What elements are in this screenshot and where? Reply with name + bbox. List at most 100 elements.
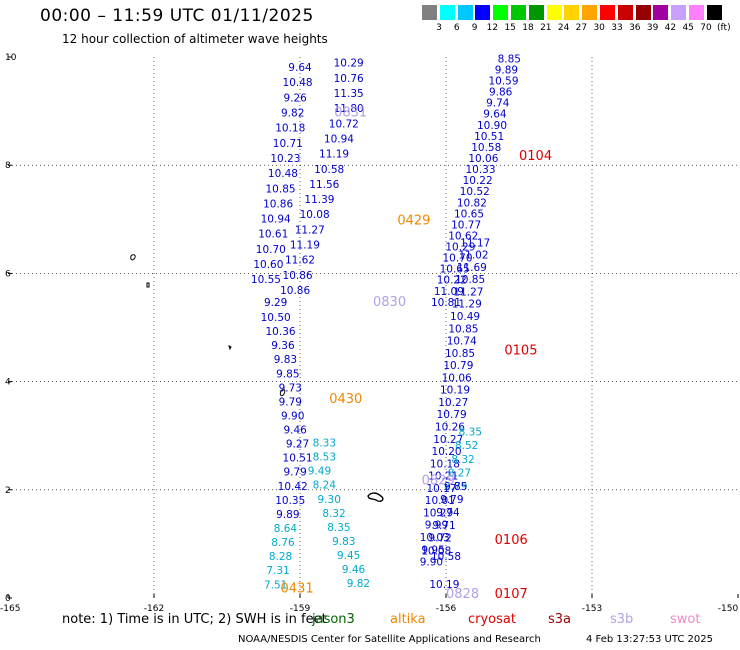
color-scale-label: 45: [682, 23, 694, 33]
color-swatch: [653, 5, 669, 20]
wave-height-value: 10.08: [300, 209, 330, 221]
wave-height-value: 10.86: [280, 285, 310, 297]
wave-height-value: 7.31: [266, 565, 289, 577]
wave-height-value: 9.73: [279, 382, 302, 394]
pass-time-label: 0106: [495, 533, 528, 548]
wave-height-value: 11.69: [457, 262, 487, 274]
color-scale-label: 27: [575, 23, 588, 33]
wave-height-value: 11.39: [304, 194, 334, 206]
wave-height-value: 10.18: [275, 123, 305, 135]
pass-time-labels: 0831 0104 0429 0830 0105 0430 0829 0106 0431 0107…: [281, 106, 553, 602]
x-tick-label: -153: [582, 604, 602, 614]
credit-line: NOAA/NESDIS Center for Satellite Applica…: [238, 634, 541, 645]
wave-height-value: 11.29: [452, 299, 482, 311]
wave-height-value: 9.95: [421, 544, 444, 556]
pass-time-label: 0105: [504, 344, 537, 359]
pass-time-label: 0107: [495, 587, 528, 602]
wave-height-value: 9.71: [432, 520, 455, 532]
wave-height-value: 8.33: [313, 438, 336, 450]
pass-time-label: 0831: [334, 106, 367, 121]
y-tick-label: 4: [5, 378, 11, 388]
color-scale-label: 33: [611, 23, 623, 33]
x-tick-label: -165: [0, 604, 20, 614]
wave-height-value: 10.23: [270, 153, 300, 165]
footer-note: note: 1) Time is in UTC; 2) SWH is in fe…: [62, 612, 327, 627]
pass-time-label: 0829: [422, 473, 455, 488]
color-scale-label: 18: [522, 23, 534, 33]
pass-time-label: 0830: [373, 295, 406, 310]
wave-height-value: 9.89: [276, 509, 299, 521]
wave-height-value: 10.70: [256, 244, 286, 256]
wave-height-value: 10.65: [440, 264, 470, 276]
wave-height-value: 9.74: [436, 507, 460, 519]
color-swatch: [422, 5, 437, 20]
wave-height-value: 9.49: [308, 466, 331, 478]
wave-height-value: 10.74: [447, 336, 477, 348]
wave-height-value: 11.56: [309, 179, 339, 191]
wave-height-value: 10.01: [425, 495, 455, 507]
wave-height-value: 10.70: [442, 253, 472, 265]
wave-height-value: 10.59: [488, 76, 518, 88]
wave-height-value: 8.28: [269, 551, 292, 563]
wave-height-value: 11.62: [285, 255, 315, 267]
page-subtitle: 12 hour collection of altimeter wave hei…: [62, 32, 328, 46]
wave-height-value: 10.76: [334, 73, 364, 85]
pass-time-label: 0104: [519, 149, 552, 164]
wave-height-value: 9.85: [276, 368, 299, 380]
wave-height-value: 10.03: [420, 532, 450, 544]
y-tick-label: 6: [5, 269, 11, 279]
wave-height-value: 11.17: [460, 237, 490, 249]
wave-height-value: 9.82: [281, 108, 304, 120]
wave-height-value: 9.89: [495, 64, 518, 76]
color-scale-label: 12: [486, 23, 499, 33]
wave-height-value: 9.27: [286, 439, 309, 451]
wave-height-value: 9.64: [483, 109, 507, 121]
color-swatch: [689, 5, 704, 20]
wave-height-value: 11.19: [319, 149, 349, 161]
wave-height-value: 10.27: [433, 434, 463, 446]
wave-height-value: 8.64: [274, 523, 298, 535]
wave-height-value: 9.85: [444, 481, 467, 493]
color-swatch: [439, 5, 455, 20]
legend-item-s3b: s3b: [610, 612, 634, 627]
wave-height-value: 10.85: [448, 323, 478, 335]
color-scale-label: 9: [471, 23, 478, 33]
color-scale-label: 42: [664, 23, 677, 33]
wave-height-value: 9.90: [281, 410, 304, 422]
wave-height-value: 8.52: [455, 440, 478, 452]
wave-height-value: 8.32: [322, 508, 345, 520]
wave-height-value: 10.06: [442, 372, 472, 384]
wave-height-value: 10.72: [329, 118, 359, 130]
wave-height-value: 11.09: [434, 286, 464, 298]
wave-height-value: 8.24: [313, 480, 337, 492]
color-swatch: [475, 5, 491, 20]
wave-height-value: 10.52: [460, 186, 490, 198]
color-swatch: [706, 5, 722, 20]
wave-height-value: 10.79: [437, 409, 467, 421]
color-swatch: [528, 5, 544, 20]
wave-height-value: 9.86: [489, 87, 513, 99]
color-swatch: [493, 5, 509, 20]
wave-height-value: 10.06: [468, 153, 498, 165]
wave-height-value: 10.85: [455, 274, 485, 286]
wave-height-value: 10.17: [426, 483, 456, 495]
wave-height-value: 10.35: [275, 495, 305, 507]
wave-height-value: 8.79: [444, 481, 467, 493]
color-scale-label: 39: [646, 23, 659, 33]
wave-height-value: 9.79: [279, 396, 302, 408]
color-swatch: [671, 5, 687, 20]
pass-time-label: 0430: [329, 392, 362, 407]
wave-height-value: 10.21: [428, 471, 458, 483]
wave-height-value: 10.42: [278, 481, 308, 493]
wave-height-value: 10.86: [283, 270, 313, 282]
wave-height-value: 10.20: [432, 446, 462, 458]
wave-height-value: 10.58: [431, 551, 461, 563]
wave-height-value: 10.08: [421, 546, 451, 558]
wave-height-value: 10.29: [445, 242, 475, 254]
color-scale-label: 6: [453, 23, 460, 33]
wave-height-value: 10.62: [448, 230, 478, 242]
wave-height-value: 9.45: [337, 550, 360, 562]
wave-height-value: 8.76: [271, 537, 295, 549]
